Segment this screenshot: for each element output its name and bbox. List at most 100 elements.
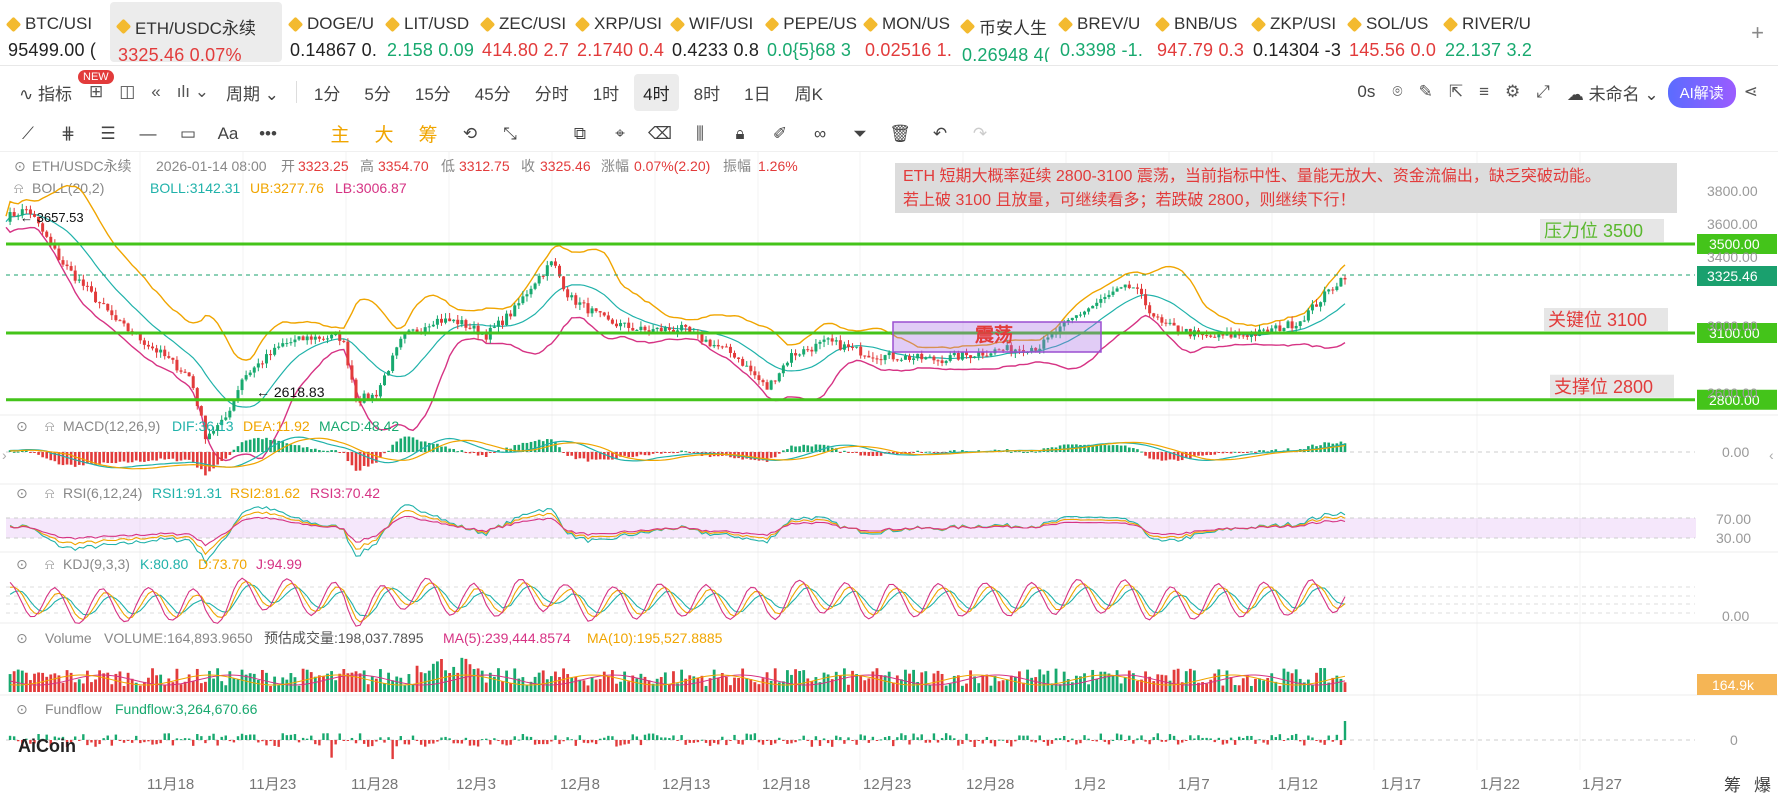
- fundflow-bar: [1022, 735, 1025, 740]
- camera-icon[interactable]: ⌾: [1392, 82, 1403, 101]
- ticker-item[interactable]: MON/US 0.02516 1.: [857, 2, 954, 62]
- fundflow-bar: [765, 740, 769, 741]
- ticker-item[interactable]: BNB/US 947.79 0.3: [1149, 2, 1245, 62]
- layout-icon[interactable]: ⊞: [88, 82, 104, 101]
- trash-icon[interactable]: 🗑︎: [889, 123, 911, 143]
- ticker-item[interactable]: 币安人生 0.26948 4(: [954, 2, 1052, 62]
- fundflow-bar: [757, 740, 761, 743]
- ticker-item[interactable]: DOGE/U 0.14867 0.: [282, 2, 379, 62]
- collapse-icon[interactable]: ⊙: [14, 158, 26, 174]
- bell-icon[interactable]: ⍾: [14, 180, 23, 196]
- trend-line-icon[interactable]: ⟋: [22, 123, 34, 143]
- compare-icon[interactable]: ◫: [119, 82, 136, 101]
- copy-icon[interactable]: ⧉: [573, 123, 587, 143]
- magnet-icon[interactable]: ⟲: [462, 123, 478, 143]
- interval-tab[interactable]: 45分: [474, 84, 511, 104]
- fundflow-bar: [1189, 735, 1192, 740]
- ticker-item[interactable]: ZKP/USI 0.14304 -3: [1245, 2, 1341, 62]
- ticker-symbol: 币安人生: [979, 19, 1047, 38]
- chip-tool-button[interactable]: 主: [330, 125, 350, 146]
- collapse-right-icon[interactable]: ‹: [1769, 447, 1774, 463]
- interval-tab[interactable]: 4时: [634, 73, 679, 111]
- measure-icon[interactable]: ⤡: [503, 123, 517, 143]
- chip-tool-button[interactable]: 大: [374, 125, 394, 146]
- lock-icon[interactable]: 🔒︎: [735, 123, 745, 143]
- list-icon[interactable]: ≡: [1479, 82, 1489, 101]
- period-dropdown[interactable]: 周期 ⌄: [225, 84, 279, 104]
- settings-icon[interactable]: ⚙: [1505, 82, 1521, 101]
- bars-icon[interactable]: ⫼: [696, 123, 704, 143]
- collapse-left-icon[interactable]: ›: [2, 447, 7, 463]
- macd-bar: [1246, 452, 1249, 453]
- redo-icon[interactable]: ↷: [972, 123, 988, 143]
- ticker-item[interactable]: XRP/USI 2.1740 0.4: [569, 2, 664, 62]
- parallel-channel-icon[interactable]: ⋕: [60, 123, 76, 143]
- interval-tab[interactable]: 1时: [592, 84, 620, 104]
- horizontal-lines-icon[interactable]: ☰: [100, 123, 116, 143]
- interval-tab[interactable]: 周K: [794, 84, 823, 104]
- info-symbol: ETH/USDC永续: [32, 158, 132, 174]
- rectangle-icon[interactable]: ▭: [179, 123, 197, 143]
- volume-bar: [672, 671, 675, 692]
- filter-icon[interactable]: ⏷: [853, 123, 867, 143]
- ticker-item[interactable]: BTC/USI 95499.00 (: [0, 2, 110, 62]
- volume-collapse-icon[interactable]: ⊙: [16, 630, 28, 646]
- ruler-icon[interactable]: ⌖: [615, 123, 625, 143]
- layout-name-dropdown[interactable]: ☁ 未命名 ⌄: [1566, 84, 1659, 104]
- ticker-item[interactable]: PEPE/US 0.0{5}68 3: [759, 2, 857, 62]
- horizontal-ray-icon[interactable]: —: [139, 123, 157, 143]
- fullscreen-icon[interactable]: ⤢: [1536, 82, 1550, 101]
- volume-bar: [1294, 669, 1298, 692]
- fundflow-collapse-icon[interactable]: ⊙: [16, 701, 28, 717]
- macd-bar: [647, 452, 651, 456]
- volume-bar: [53, 673, 57, 692]
- chip-corner-button[interactable]: 筹: [1724, 776, 1741, 795]
- ticker-item[interactable]: RIVER/U 22.137 3.2: [1437, 2, 1533, 62]
- interval-tab[interactable]: 5分: [364, 84, 391, 104]
- more-tools-icon[interactable]: •••: [259, 123, 277, 143]
- high-marker: ← 3657.53: [20, 210, 84, 225]
- info-open: 3323.25: [298, 158, 349, 174]
- ticker-item[interactable]: SOL/US 145.56 0.0: [1341, 2, 1437, 62]
- macd-bell-icon[interactable]: ⍾: [45, 418, 54, 434]
- ticker-symbol: ZEC/USI: [499, 14, 567, 33]
- fundflow-bar: [159, 740, 162, 744]
- link-icon[interactable]: ∞: [813, 123, 827, 143]
- macd-bar: [391, 444, 394, 452]
- share-chart-icon[interactable]: ⇱: [1448, 82, 1464, 101]
- interval-tab[interactable]: 15分: [414, 84, 451, 104]
- text-tool-icon[interactable]: Aa: [217, 123, 239, 143]
- ticker-item[interactable]: ZEC/USI 414.80 2.7: [474, 2, 569, 62]
- interval-tab[interactable]: 1分: [313, 84, 341, 104]
- eraser-icon[interactable]: ⌫: [647, 123, 673, 143]
- macd-bar: [305, 447, 309, 452]
- edit-drawings-icon[interactable]: ✐: [772, 123, 788, 143]
- ai-interpret-button[interactable]: AI解读: [1667, 76, 1736, 108]
- range-box[interactable]: [892, 321, 1102, 353]
- chart-canvas[interactable]: ⊙ ETH/USDC永续 2026-01-14 08:00 开 3323.25 …: [0, 152, 1778, 805]
- liquidation-corner-button[interactable]: 爆: [1754, 776, 1771, 795]
- volume-bar: [627, 681, 631, 692]
- macd-collapse-icon[interactable]: ⊙: [16, 418, 28, 434]
- indicator-button[interactable]: ∿ 指标 NEW: [10, 69, 114, 111]
- ticker-item[interactable]: ETH/USDC永续 3325.46 0.07%: [110, 2, 282, 62]
- kdj-collapse-icon[interactable]: ⊙: [16, 556, 28, 572]
- interval-tab[interactable]: 1日: [744, 84, 771, 104]
- ticker-item[interactable]: BREV/U 0.3398 -1.: [1052, 2, 1149, 62]
- chart-type-icon[interactable]: ılı ⌄: [176, 82, 209, 101]
- candle-body: [639, 326, 643, 331]
- ticker-item[interactable]: LIT/USD 2.158 0.09: [379, 2, 474, 62]
- ticker-item[interactable]: WIF/USI 0.4233 0.8: [664, 2, 759, 62]
- interval-tab[interactable]: 8时: [693, 84, 721, 104]
- rsi-bell-icon[interactable]: ⍾: [45, 485, 54, 501]
- undo-icon[interactable]: ↶: [932, 123, 948, 143]
- interval-tab[interactable]: 分时: [534, 84, 569, 104]
- volume-bar: [1188, 668, 1192, 692]
- share-icon[interactable]: ⋖: [1743, 82, 1758, 101]
- rsi-collapse-icon[interactable]: ⊙: [16, 485, 28, 501]
- kdj-bell-icon[interactable]: ⍾: [45, 556, 54, 572]
- rewind-icon[interactable]: «: [151, 82, 161, 101]
- chip-tool-button[interactable]: 筹: [418, 125, 438, 146]
- pen-icon[interactable]: ✎: [1418, 82, 1433, 101]
- add-ticker-icon[interactable]: +: [1751, 20, 1764, 45]
